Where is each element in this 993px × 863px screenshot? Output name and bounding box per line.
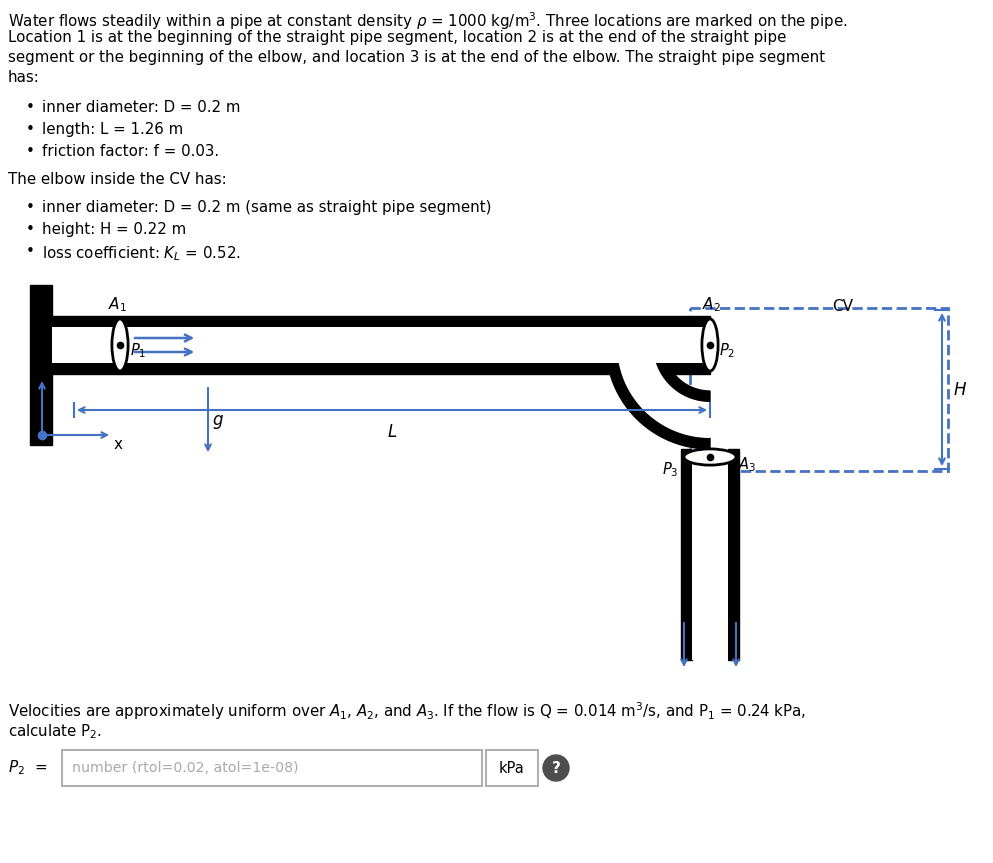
Text: inner diameter: D = 0.2 m (same as straight pipe segment): inner diameter: D = 0.2 m (same as strai… [42,200,492,215]
Ellipse shape [684,449,736,465]
Polygon shape [681,449,692,660]
Text: length: L = 1.26 m: length: L = 1.26 m [42,122,184,137]
Text: height: H = 0.22 m: height: H = 0.22 m [42,222,187,237]
Text: kPa: kPa [499,760,525,776]
Text: •: • [26,122,35,137]
Text: L: L [387,423,396,441]
Text: •: • [26,222,35,237]
Text: H: H [954,381,966,399]
Text: •: • [26,144,35,159]
Text: number (rtol=0.02, atol=1e-08): number (rtol=0.02, atol=1e-08) [72,761,299,775]
Ellipse shape [112,319,128,371]
Polygon shape [30,285,52,445]
FancyBboxPatch shape [62,750,482,786]
Text: Water flows steadily within a pipe at constant density $\rho$ = 1000 kg/m$^3$. T: Water flows steadily within a pipe at co… [8,10,848,32]
Text: ?: ? [551,760,560,776]
Text: $P_3$: $P_3$ [662,460,678,479]
Polygon shape [653,345,710,402]
Text: inner diameter: D = 0.2 m: inner diameter: D = 0.2 m [42,100,240,115]
Text: has:: has: [8,70,40,85]
Text: $P_2$  =: $P_2$ = [8,759,48,778]
Polygon shape [52,327,710,363]
Text: The elbow inside the CV has:: The elbow inside the CV has: [8,172,226,187]
Text: Location 1 is at the beginning of the straight pipe segment, location 2 is at th: Location 1 is at the beginning of the st… [8,30,786,45]
Text: x: x [114,437,123,452]
Text: CV: CV [832,299,853,314]
Text: $A_2$: $A_2$ [702,295,721,314]
Text: $P_1$: $P_1$ [130,341,146,360]
Polygon shape [710,327,712,363]
Circle shape [543,755,569,781]
Text: segment or the beginning of the elbow, and location 3 is at the end of the elbow: segment or the beginning of the elbow, a… [8,50,825,65]
Polygon shape [52,363,710,374]
Polygon shape [728,449,739,660]
Ellipse shape [702,319,718,371]
Text: friction factor: f = 0.03.: friction factor: f = 0.03. [42,144,219,159]
FancyBboxPatch shape [486,750,538,786]
Text: •: • [26,200,35,215]
Text: $A_1$: $A_1$ [108,295,127,314]
Text: •: • [26,100,35,115]
Polygon shape [692,449,728,660]
Polygon shape [52,316,710,327]
Text: loss coefficient: $K_L$ = 0.52.: loss coefficient: $K_L$ = 0.52. [42,244,240,262]
Text: Velocities are approximately uniform over $A_1$, $A_2$, and $A_3$. If the flow i: Velocities are approximately uniform ove… [8,700,806,721]
Polygon shape [617,345,710,438]
Polygon shape [606,345,710,449]
Text: •: • [26,244,35,259]
Text: z: z [29,361,37,376]
Text: $P_2$: $P_2$ [719,341,735,360]
Text: $A_3$: $A_3$ [738,455,757,474]
Text: g: g [212,411,222,429]
Text: calculate P$_2$.: calculate P$_2$. [8,722,102,740]
